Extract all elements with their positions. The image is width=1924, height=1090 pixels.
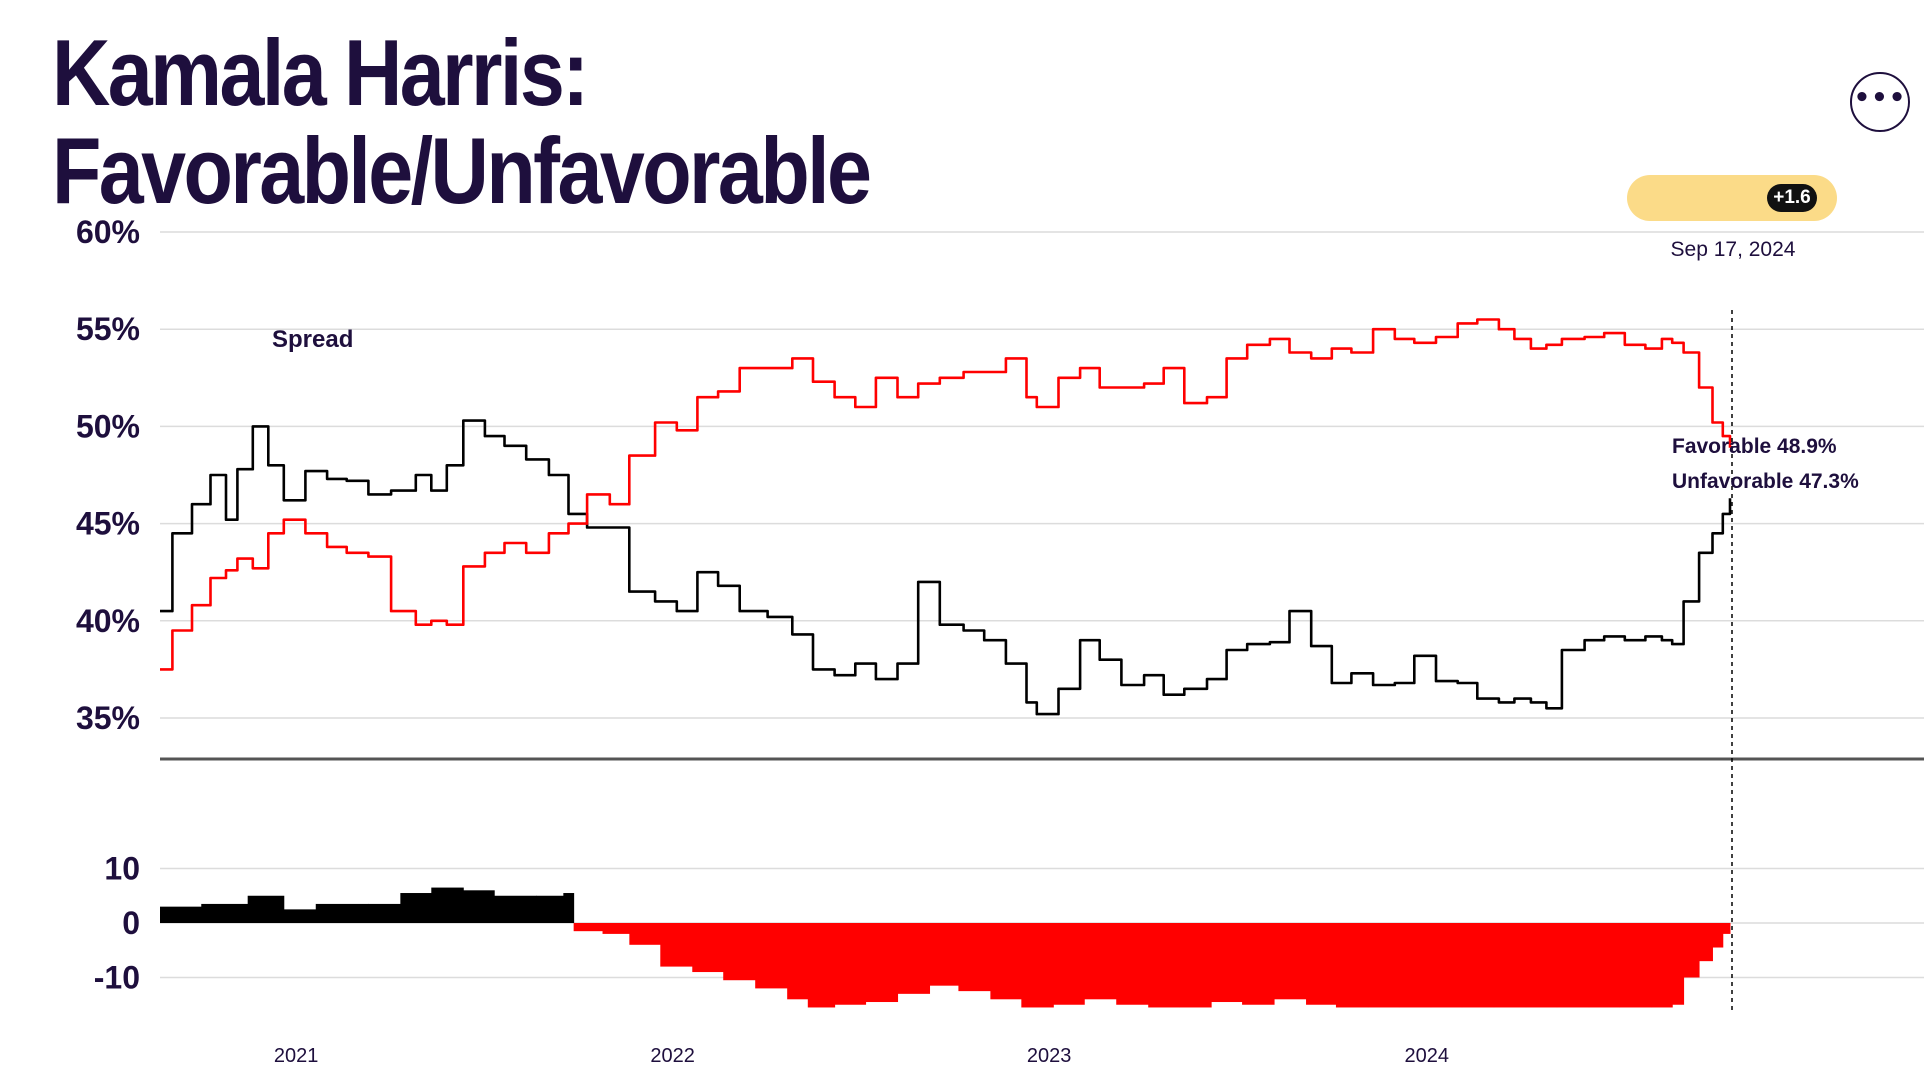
spread-bar [1084, 923, 1117, 1000]
chart-labels: Spread Favorable 48.9% Unfavorable 47.3% [272, 326, 1859, 493]
spread-bar [1461, 923, 1495, 1008]
unfavorable-end-label: Unfavorable 47.3% [1672, 470, 1859, 493]
spread-bar [865, 923, 899, 1003]
spread-bar [1525, 923, 1558, 1008]
spread-bar [602, 923, 630, 934]
spread-bar [315, 903, 369, 923]
spread-bar [1722, 923, 1731, 934]
spread-bar [1274, 923, 1307, 1000]
spread-bar [1306, 923, 1337, 1005]
spread-bar [723, 923, 756, 981]
spread-bar [1588, 923, 1621, 1008]
spread-bar [400, 893, 432, 923]
spread-bar [1619, 923, 1653, 1008]
spread-bar [1398, 923, 1432, 1008]
spread-bar [834, 923, 867, 1005]
spread-bar [1430, 923, 1463, 1008]
spread-bar [1053, 923, 1085, 1005]
more-options-button[interactable]: ••• [1850, 72, 1910, 132]
chart-title: Kamala Harris: Favorable/Unfavorable [52, 20, 872, 223]
x-tick-label: 2021 [274, 1045, 319, 1067]
spread-bar [787, 923, 809, 1000]
spread-bar [1493, 923, 1527, 1008]
spread-bars [160, 887, 1731, 1008]
spread-bar [1699, 923, 1713, 962]
spread-bar [573, 923, 604, 932]
x-tick-label: 2023 [1027, 1045, 1072, 1067]
spread-bar [1179, 923, 1212, 1008]
favorable-end-label: Favorable 48.9% [1672, 435, 1837, 458]
spread-bar [660, 923, 693, 967]
series-lines [160, 310, 1733, 1010]
spread-bar [160, 906, 202, 923]
spread-summary-pill: +1.6 [1627, 175, 1837, 221]
y-tick-label: 35% [76, 700, 140, 736]
y-tick-label: 50% [76, 408, 140, 444]
spread-value-badge: +1.6 [1767, 184, 1817, 212]
spread-bar [1148, 923, 1180, 1008]
spread-bar [1335, 923, 1369, 1008]
y-tick-label: 55% [76, 311, 140, 347]
spread-bar [1021, 923, 1054, 1008]
spread-y-tick-label: 0 [122, 905, 140, 941]
spread-bar [1116, 923, 1149, 1005]
spread-bar [463, 890, 495, 923]
spread-bar [1367, 923, 1400, 1008]
spread-bar [755, 923, 788, 989]
spread-bar [1683, 923, 1700, 978]
spread-bar [431, 887, 464, 923]
bottom-y-axis: -10 0 10 [94, 851, 140, 996]
spread-y-tick-label: 10 [104, 851, 140, 887]
spread-bar [536, 895, 564, 923]
top-y-axis: 35% 40% 45% 50% 55% 60% [76, 214, 140, 736]
series-line-unfavorable [160, 318, 1732, 671]
chart-title-line-1: Kamala Harris: [52, 20, 589, 125]
chart-title-line-2: Favorable/Unfavorable [52, 118, 872, 223]
spread-bar [201, 903, 249, 923]
x-tick-label: 2022 [650, 1045, 695, 1067]
spread-bar [1712, 923, 1724, 948]
spread-bar [1556, 923, 1590, 1008]
as-of-date: Sep 17, 2024 [1670, 238, 1796, 261]
spread-bar [990, 923, 1022, 1000]
spread-y-tick-label: -10 [94, 960, 140, 996]
spread-bar [368, 903, 401, 923]
y-tick-label: 60% [76, 214, 140, 250]
spread-label: Spread [272, 326, 353, 353]
spread-bar [1672, 923, 1685, 1005]
spread-bar [897, 923, 931, 994]
spread-bar [1211, 923, 1243, 1003]
spread-bar [807, 923, 836, 1008]
spread-bar [629, 923, 661, 945]
y-tick-label: 45% [76, 506, 140, 542]
spread-bar [1651, 923, 1673, 1008]
spread-bar [929, 923, 959, 986]
series-line-favorable [160, 419, 1732, 716]
spread-bar [958, 923, 991, 992]
spread-bar [692, 923, 724, 973]
spread-bar [247, 895, 285, 923]
spread-bar [1242, 923, 1275, 1005]
x-tick-label: 2024 [1404, 1045, 1449, 1067]
spread-bar [283, 909, 317, 923]
grid-lines [160, 231, 1924, 979]
more-icon: ••• [1853, 83, 1907, 113]
spread-bar [563, 893, 575, 923]
spread-bar [494, 895, 538, 923]
y-tick-label: 40% [76, 603, 140, 639]
x-axis: 2021 2022 2023 2024 [274, 1045, 1449, 1067]
